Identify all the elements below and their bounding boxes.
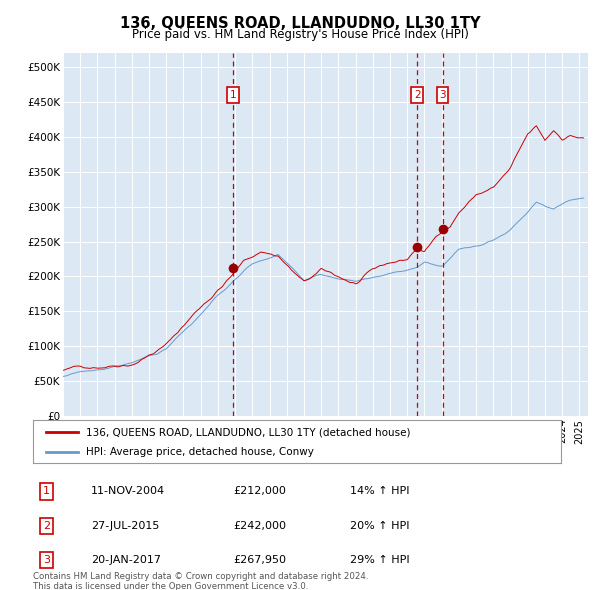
Text: This data is licensed under the Open Government Licence v3.0.: This data is licensed under the Open Gov… — [33, 582, 308, 590]
Text: 3: 3 — [43, 555, 50, 565]
Text: 2: 2 — [414, 90, 421, 100]
Text: £212,000: £212,000 — [233, 487, 287, 496]
Text: 1: 1 — [43, 487, 50, 496]
Text: Price paid vs. HM Land Registry's House Price Index (HPI): Price paid vs. HM Land Registry's House … — [131, 28, 469, 41]
Text: £242,000: £242,000 — [233, 521, 287, 530]
Text: 136, QUEENS ROAD, LLANDUDNO, LL30 1TY: 136, QUEENS ROAD, LLANDUDNO, LL30 1TY — [120, 16, 480, 31]
Text: £267,950: £267,950 — [233, 555, 287, 565]
Text: HPI: Average price, detached house, Conwy: HPI: Average price, detached house, Conw… — [86, 447, 314, 457]
Text: 11-NOV-2004: 11-NOV-2004 — [91, 487, 165, 496]
Text: 1: 1 — [229, 90, 236, 100]
Text: 136, QUEENS ROAD, LLANDUDNO, LL30 1TY (detached house): 136, QUEENS ROAD, LLANDUDNO, LL30 1TY (d… — [86, 427, 410, 437]
Text: Contains HM Land Registry data © Crown copyright and database right 2024.: Contains HM Land Registry data © Crown c… — [33, 572, 368, 581]
Text: 27-JUL-2015: 27-JUL-2015 — [91, 521, 160, 530]
Text: 14% ↑ HPI: 14% ↑ HPI — [350, 487, 409, 496]
Text: 29% ↑ HPI: 29% ↑ HPI — [350, 555, 409, 565]
Text: 20-JAN-2017: 20-JAN-2017 — [91, 555, 161, 565]
Text: 20% ↑ HPI: 20% ↑ HPI — [350, 521, 409, 530]
Text: 2: 2 — [43, 521, 50, 530]
Text: 3: 3 — [439, 90, 446, 100]
